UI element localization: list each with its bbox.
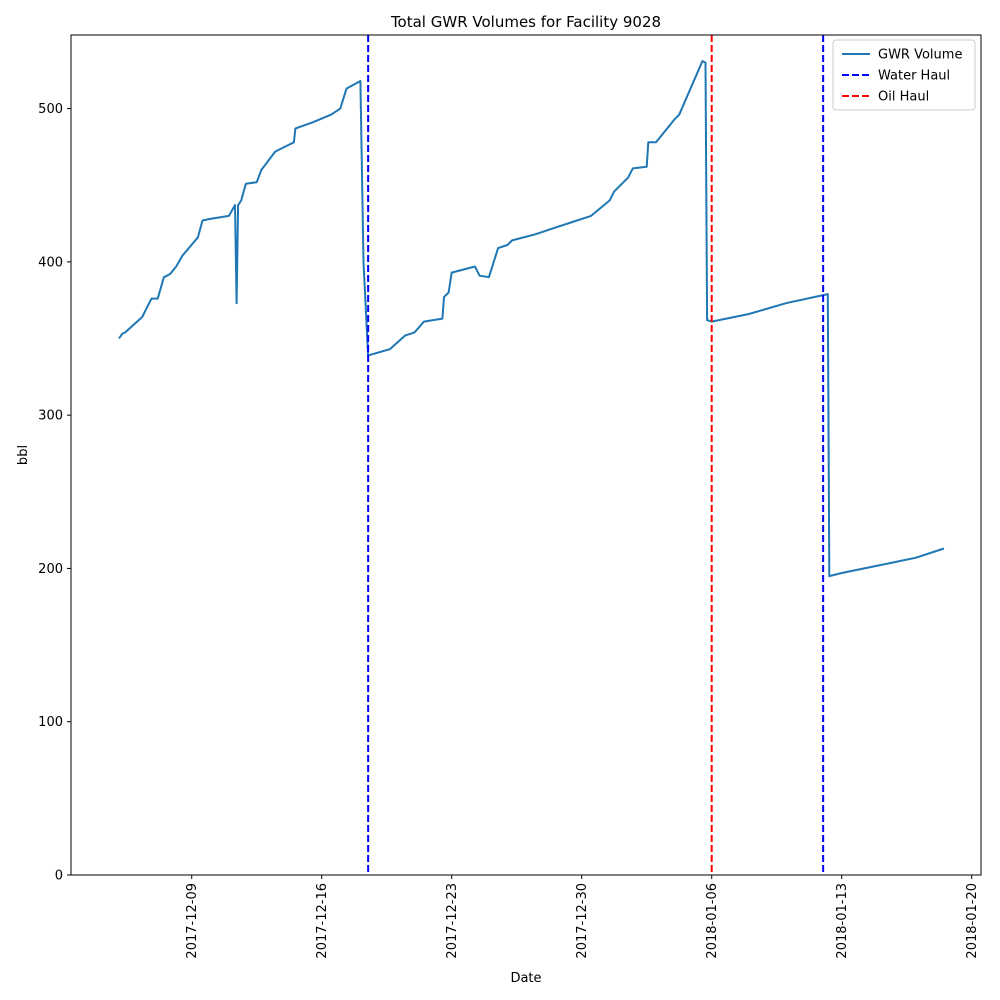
x-axis-title: Date <box>510 971 541 986</box>
x-tick-label: 2017-12-30 <box>575 883 590 959</box>
legend-box <box>832 39 976 111</box>
plot-area <box>70 34 982 876</box>
x-tick-label: 2017-12-16 <box>315 883 330 959</box>
legend: GWR Volume Water Haul Oil Haul <box>832 39 976 111</box>
x-tick-label: 2017-12-23 <box>445 883 460 959</box>
y-axis-title: bbl <box>16 445 31 465</box>
series-line-gwr-volume <box>118 60 945 578</box>
y-tick-label: 400 <box>38 255 63 270</box>
y-tick-label: 500 <box>38 102 63 117</box>
x-tick-label: 2017-12-09 <box>185 883 200 959</box>
x-tick-label: 2018-01-13 <box>835 883 850 959</box>
y-tick-label: 300 <box>38 409 63 424</box>
legend-gwr-volume-label: GWR Volume <box>878 48 962 63</box>
y-tick-label: 200 <box>38 562 63 577</box>
y-tick-label: 100 <box>38 715 63 730</box>
chart-title: Total GWR Volumes for Facility 9028 <box>390 13 661 31</box>
x-tick-label: 2018-01-06 <box>705 883 720 959</box>
plot-frame <box>70 34 982 876</box>
y-tick-label: 0 <box>55 869 63 884</box>
x-tick-label: 2018-01-20 <box>965 883 980 959</box>
legend-water-haul-label: Water Haul <box>878 69 950 84</box>
legend-oil-haul-label: Oil Haul <box>878 90 929 105</box>
x-axis: 2017-12-09 2017-12-16 2017-12-23 2017-12-30… <box>185 875 980 959</box>
y-axis: 0 100 200 300 400 500 <box>38 102 71 884</box>
